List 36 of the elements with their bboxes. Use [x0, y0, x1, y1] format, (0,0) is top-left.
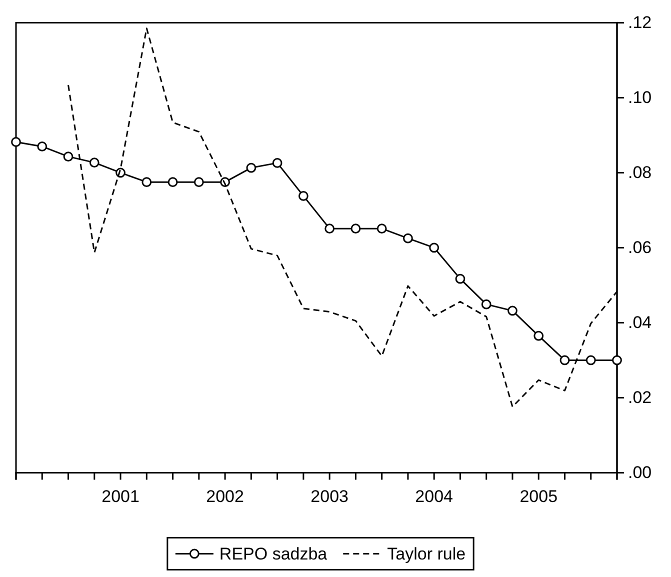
point: [429, 242, 440, 253]
point: [168, 177, 178, 188]
point: [11, 137, 21, 147]
legend-label: Taylor rule: [387, 544, 466, 564]
point: [586, 355, 596, 366]
point: [376, 224, 387, 234]
point: [350, 224, 361, 234]
point: [481, 299, 492, 310]
y-tick-label: .02: [628, 388, 652, 408]
point: [403, 233, 413, 244]
y-tick-label: .06: [628, 238, 652, 258]
y-tick-label: .00: [628, 463, 652, 482]
x-tick-label: 2001: [102, 486, 140, 506]
point: [89, 158, 100, 168]
point: [194, 177, 204, 188]
point: [142, 177, 152, 188]
point: [246, 162, 256, 173]
y-tick-label: .12: [628, 13, 652, 32]
point: [272, 158, 282, 168]
point: [37, 142, 48, 152]
point: [455, 274, 466, 284]
legend-label: REPO sadzba: [219, 544, 328, 564]
y-tick-label: .04: [628, 313, 652, 332]
point: [324, 224, 335, 234]
point: [560, 355, 570, 366]
point: [298, 191, 308, 201]
x-tick-label: 2005: [520, 486, 558, 506]
x-tick-label: 2003: [310, 486, 348, 506]
point: [534, 330, 544, 341]
point: [508, 306, 518, 316]
point: [63, 152, 74, 162]
point: [612, 355, 622, 366]
y-tick-label: .10: [628, 88, 652, 108]
x-tick-label: 2004: [415, 486, 453, 506]
x-tick-label: 2002: [206, 486, 244, 506]
y-tick-label: .08: [628, 163, 652, 182]
